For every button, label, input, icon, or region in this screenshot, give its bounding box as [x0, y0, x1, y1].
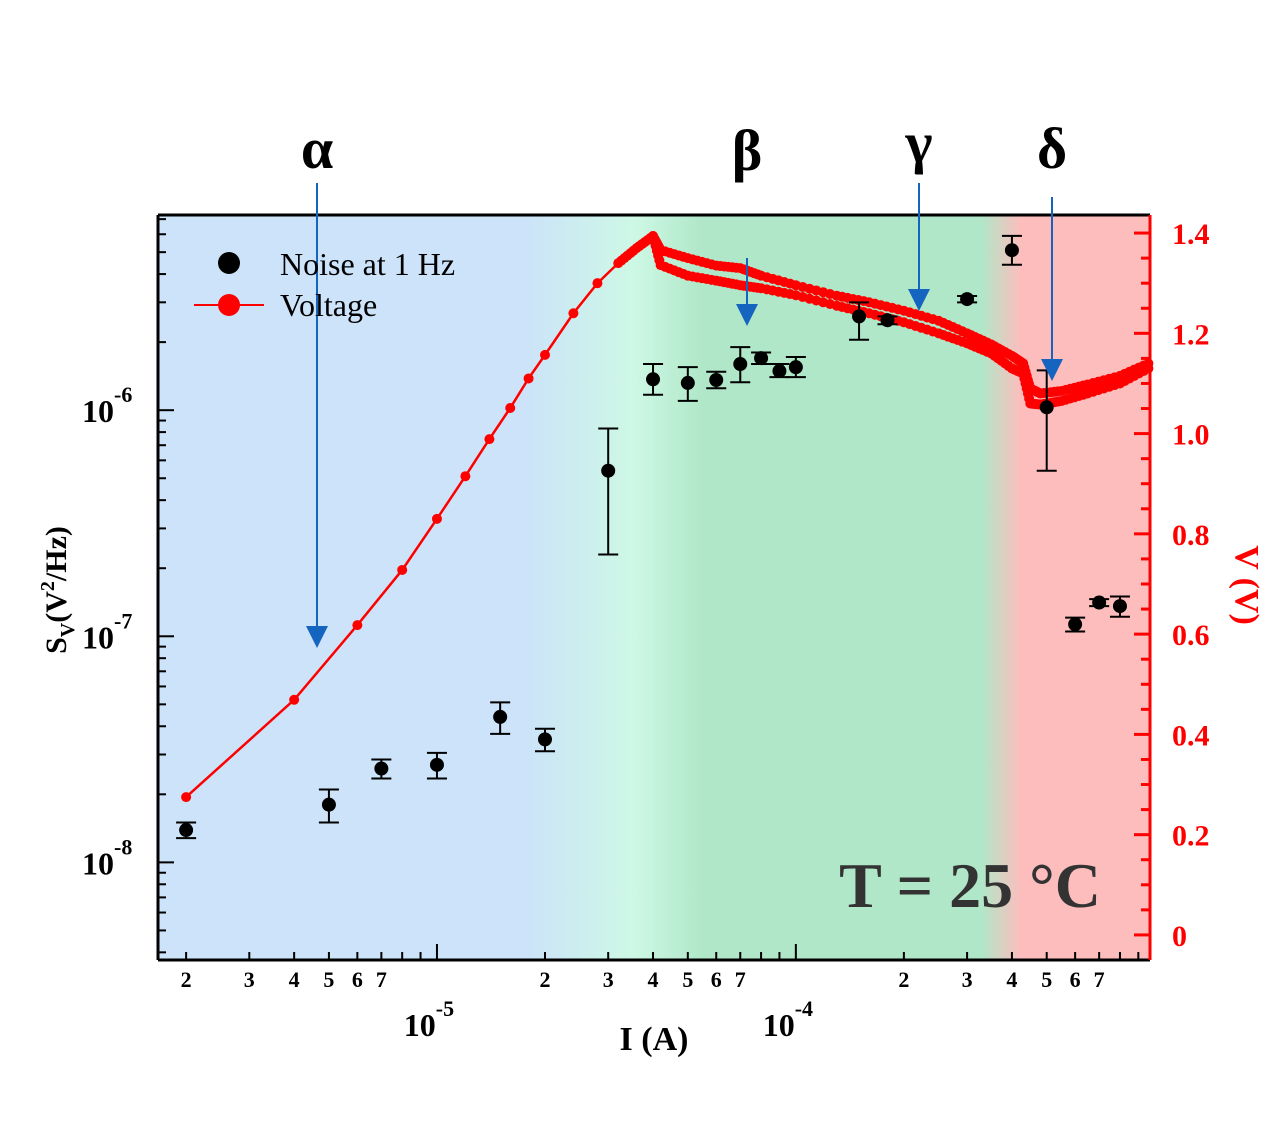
noise-point: [179, 823, 194, 838]
x-tick-label: 3: [962, 967, 973, 992]
x-tick-label: 7: [735, 967, 746, 992]
noise-point: [429, 757, 444, 772]
x-major-tick-label: 10-5: [404, 996, 454, 1043]
y-tick-label: 10-6: [82, 382, 132, 429]
noise-point: [754, 351, 769, 366]
x-tick-label: 6: [1070, 967, 1081, 992]
voltage-point: [289, 694, 300, 705]
x-tick-label: 5: [1041, 967, 1052, 992]
voltage-point: [568, 308, 579, 319]
noise-point: [788, 360, 803, 375]
noise-point: [709, 372, 724, 387]
y-tick-label: 10-8: [82, 834, 132, 881]
noise-point: [646, 372, 661, 387]
y2-tick-label: 0.8: [1172, 519, 1210, 552]
legend-label-voltage: Voltage: [280, 287, 377, 323]
region-label-beta: β: [732, 118, 763, 183]
legend-label-noise: Noise at 1 Hz: [280, 246, 455, 282]
x-tick-label: 2: [181, 967, 192, 992]
y2-tick-label: 1.2: [1172, 318, 1210, 351]
x-tick-label: 2: [898, 967, 909, 992]
noise-point: [601, 463, 616, 478]
arrow-down-icon: [908, 289, 930, 311]
arrow-down-icon: [736, 304, 758, 326]
y2-tick-label: 0: [1172, 920, 1187, 953]
x-tick-label: 3: [244, 967, 255, 992]
voltage-point: [431, 513, 442, 524]
region-label-delta: δ: [1037, 116, 1067, 181]
noise-point: [321, 797, 336, 812]
voltage-point: [460, 471, 471, 482]
x-tick-label: 4: [1006, 967, 1017, 992]
annotation-temperature: T = 25 °C: [839, 850, 1101, 921]
noise-point: [960, 292, 975, 307]
noise-point: [880, 313, 895, 328]
x-tick-label: 3: [603, 967, 614, 992]
noise-point: [1068, 617, 1083, 632]
x-major-tick-label: 10-4: [763, 996, 813, 1043]
voltage-point: [592, 278, 603, 289]
y-tick-label: 10-7: [82, 608, 132, 655]
legend: Noise at 1 Hz Voltage: [194, 246, 455, 323]
legend-marker-noise: [218, 252, 240, 274]
arrow-down-icon: [306, 626, 328, 648]
noise-point: [537, 732, 552, 747]
x-tick-label: 5: [682, 967, 693, 992]
y2-tick-label: 1.0: [1172, 419, 1210, 452]
x-tick-label: 6: [711, 967, 722, 992]
noise-point: [1004, 243, 1019, 258]
voltage-point: [352, 620, 363, 631]
voltage-point: [523, 373, 534, 384]
x-tick-label: 7: [376, 967, 387, 992]
x-tick-label: 6: [352, 967, 363, 992]
x-axis-label: I (A): [620, 1021, 689, 1058]
noise-point: [1092, 595, 1107, 610]
noise-point: [852, 309, 867, 324]
noise-point: [493, 709, 508, 724]
noise-point: [733, 357, 748, 372]
x-tick-label: 4: [289, 967, 300, 992]
voltage-point: [181, 792, 192, 803]
noise-point: [680, 375, 695, 390]
voltage-point: [1143, 363, 1154, 374]
region-label-alpha: α: [301, 116, 333, 181]
x-tick-label: 7: [1094, 967, 1105, 992]
y2-tick-label: 0.4: [1172, 719, 1210, 752]
voltage-point: [539, 349, 550, 360]
plot-background: [158, 215, 1150, 960]
noise-point: [772, 364, 787, 379]
y2-axis-label: V (V): [1228, 545, 1265, 625]
y2-tick-label: 1.4: [1172, 218, 1210, 251]
voltage-point: [397, 564, 408, 575]
y2-tick-label: 0.6: [1172, 619, 1210, 652]
y2-tick-label: 0.2: [1172, 820, 1210, 853]
legend-marker-voltage: [218, 294, 240, 316]
noise-point: [374, 761, 389, 776]
x-tick-label: 4: [648, 967, 659, 992]
voltage-point: [484, 434, 495, 445]
noise-point: [1039, 400, 1054, 415]
x-tick-label: 2: [539, 967, 550, 992]
arrow-down-icon: [1041, 359, 1063, 381]
y-axis-label: SV(V2/Hz): [37, 526, 79, 654]
x-tick-label: 5: [323, 967, 334, 992]
noise-point: [1112, 599, 1127, 614]
voltage-point: [505, 403, 516, 414]
region-label-gamma: γ: [904, 110, 932, 175]
